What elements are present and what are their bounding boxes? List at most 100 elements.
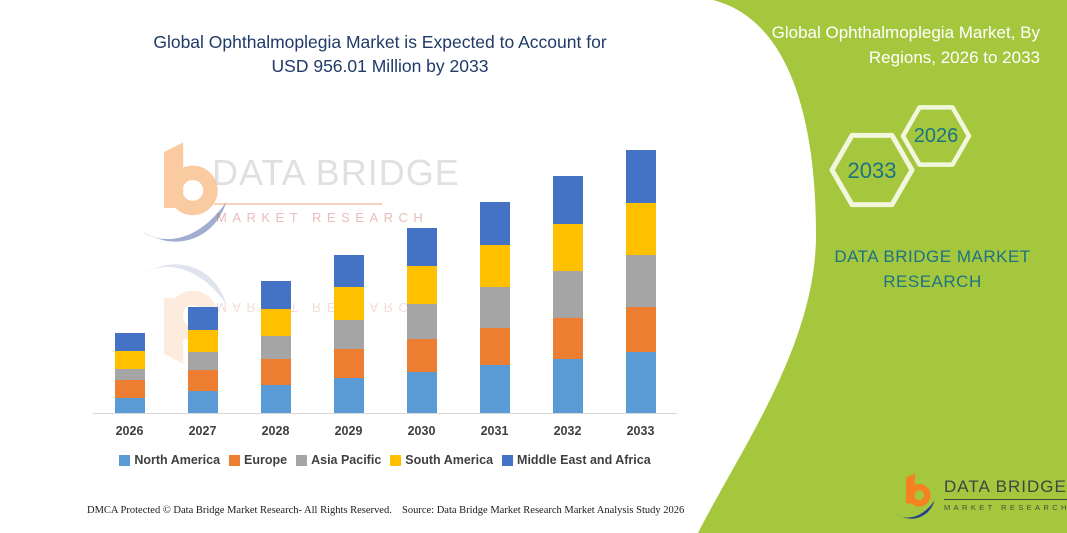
x-axis-label: 2028 [261,424,290,438]
bar-segment [114,368,145,381]
bar-segment [406,338,437,372]
legend-item: Asia Pacific [296,453,381,467]
hexagon-label-2033: 2033 [847,158,897,183]
stacked-bar-2032 [552,176,583,413]
bar-segment [187,391,218,413]
stacked-bar-2029 [333,254,364,413]
bar-segment [260,280,291,309]
watermark-subtext: MARKET RESEARCH [216,210,429,225]
bar-segment [552,271,583,318]
x-axis-label: 2029 [334,424,363,438]
legend-item: South America [390,453,493,467]
bar-segment [479,287,510,329]
bar-column [458,140,531,413]
x-axis-label: 2032 [553,424,582,438]
legend-swatch-icon [119,454,131,466]
x-axis-label: 2033 [626,424,655,438]
chart-title-line2: USD 956.01 Million by 2033 [271,56,489,76]
bar-segment [333,287,364,320]
bar-segment [479,328,510,365]
bar-segment [479,245,510,288]
hexagon-2033 [829,132,915,208]
x-axis-label: 2027 [188,424,217,438]
bar-segment [187,306,218,330]
bar-segment [333,378,364,413]
legend-label: Middle East and Africa [517,453,651,467]
legend-label: South America [405,453,494,467]
company-logo: DATA BRIDGE MARKET RESEARCH [895,472,1067,520]
bar-segment [260,384,291,413]
bar-column [93,140,166,413]
side-panel-title-line2: Regions, 2026 to 2033 [868,48,1040,67]
brand-text-line1: DATA BRIDGE MARKET [834,247,1031,266]
bar-segment [187,369,218,392]
legend-swatch-icon [390,454,402,466]
footer-copyright: DMCA Protected © Data Bridge Market Rese… [87,505,392,516]
bar-segment [260,336,291,360]
stacked-bar-2031 [479,202,510,413]
bar-segment [260,308,291,337]
bar-column [239,140,312,413]
bar-segment [552,358,583,413]
bar-segment [333,319,364,350]
bar-segment [260,359,291,385]
bar-segment [333,349,364,379]
hexagon-2026 [900,105,972,167]
bar-segment [552,317,583,359]
x-axis-labels: 2026 2027 2028 2029 2030 2031 2032 2033 [93,424,677,438]
bar-column [385,140,458,413]
bar-segment [552,223,583,272]
bar-segment [114,333,145,352]
bar-column [531,140,604,413]
bar-segment [187,329,218,353]
bar-segment [114,397,145,413]
bar-segment [625,351,656,413]
footer-source: Source: Data Bridge Market Research Mark… [402,505,685,516]
company-logo-subtitle: MARKET RESEARCH [944,503,1067,512]
chart-title: Global Ophthalmoplegia Market is Expecte… [90,30,670,78]
watermark-logo-icon [143,142,227,242]
legend-item: Europe [229,453,287,467]
bar-segment [625,254,656,308]
hexagon-label-2026: 2026 [913,125,959,147]
stacked-bar-2027 [187,306,218,413]
bar-segment [406,303,437,339]
company-logo-name: DATA BRIDGE [944,477,1067,500]
bar-segment [479,202,510,246]
legend-swatch-icon [296,454,308,466]
bar-segment [114,351,145,369]
x-axis-label: 2031 [480,424,509,438]
bar-segment [406,266,437,304]
legend-swatch-icon [229,454,241,466]
stacked-bar-2033 [625,150,656,413]
bar-segment [406,371,437,413]
legend-label: North America [134,453,221,467]
legend-item: Middle East and Africa [502,453,651,467]
bar-segment [479,365,510,413]
side-panel-title-line1: Global Ophthalmoplegia Market, By [771,23,1040,42]
bar-segment [406,228,437,267]
legend-label: Asia Pacific [311,453,382,467]
side-panel-title: Global Ophthalmoplegia Market, By Region… [700,20,1040,70]
bar-column [604,140,677,413]
chart-title-line1: Global Ophthalmoplegia Market is Expecte… [153,32,607,52]
bar-segment [625,150,656,203]
bar-segment [333,254,364,288]
stacked-bar-2026 [114,333,145,413]
bar-column [166,140,239,413]
chart-legend: North America Europe Asia Pacific South Ame… [93,453,677,467]
bar-column [312,140,385,413]
bar-segment [625,202,656,255]
company-logo-icon [896,473,935,519]
bar-segment [625,307,656,352]
legend-label: Europe [244,453,288,467]
legend-swatch-icon [502,454,514,466]
stacked-bar-2028 [260,280,291,413]
x-axis-label: 2026 [115,424,144,438]
bar-segment [552,176,583,224]
company-logo-text: DATA BRIDGE MARKET RESEARCH [944,472,1067,512]
x-axis-label: 2030 [407,424,436,438]
legend-item: North America [119,453,220,467]
stacked-bar-2030 [406,228,437,413]
